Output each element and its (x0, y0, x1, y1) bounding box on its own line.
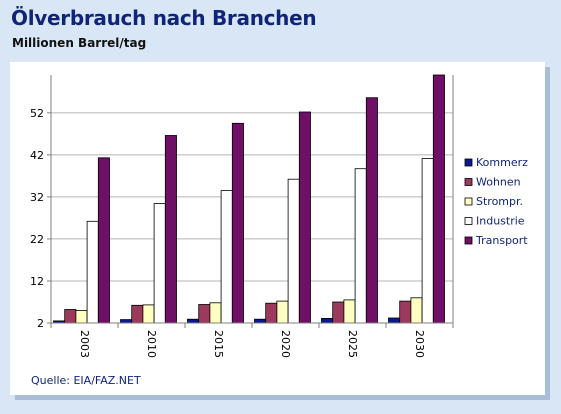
bars (53, 74, 445, 324)
y-tick-label: 22 (30, 233, 44, 246)
bar-kommerz-2030 (388, 317, 401, 324)
legend-swatch (464, 217, 473, 225)
bar-transport-2020 (298, 111, 311, 324)
bar-chart: 2 12 22 32 42 52 2003 2010 2015 2020 2025 2030 Komm… (30, 74, 528, 358)
bar-transport-2003 (97, 157, 110, 324)
source-note: Quelle: EIA/FAZ.NET (31, 374, 141, 387)
bar-wohnen-2025 (332, 301, 345, 324)
bar-transport-2030 (432, 74, 445, 324)
x-tick-label: 2010 (145, 330, 158, 358)
bar-strompr--2015 (209, 302, 222, 324)
bar-transport-2010 (164, 135, 177, 324)
legend-swatch (464, 197, 473, 206)
bar-strompr--2010 (142, 304, 155, 324)
y-tick-label: 52 (30, 107, 44, 120)
bar-strompr--2003 (75, 309, 88, 324)
legend-swatch (464, 236, 473, 245)
bar-kommerz-2010 (120, 319, 133, 324)
bar-industrie-2003 (86, 220, 99, 324)
bar-industrie-2030 (421, 158, 434, 324)
legend-label: Transport (475, 234, 528, 247)
legend-label: Strompr. (476, 195, 523, 208)
legend-label: Wohnen (476, 176, 521, 189)
bar-wohnen-2003 (64, 309, 77, 324)
bar-wohnen-2015 (198, 304, 211, 324)
x-tick-label: 2020 (279, 330, 292, 358)
bar-industrie-2020 (287, 178, 300, 324)
chart-title: Ölverbrauch nach Branchen (11, 6, 317, 30)
bar-strompr--2025 (343, 299, 356, 324)
x-tick-label: 2030 (413, 330, 426, 358)
y-tick-label: 32 (30, 191, 44, 204)
x-tick-label: 2025 (346, 330, 359, 358)
chart-subtitle: Millionen Barrel/tag (12, 36, 147, 50)
bar-kommerz-2020 (254, 318, 267, 324)
y-tick-label: 42 (30, 149, 44, 162)
legend-swatch (464, 178, 473, 186)
bar-strompr--2030 (410, 297, 423, 324)
axes: 2 12 22 32 42 52 2003 2010 2015 2020 2025 2030 (30, 75, 454, 358)
bar-industrie-2015 (220, 190, 233, 324)
legend-label: Industrie (476, 215, 525, 228)
x-tick-label: 2003 (78, 330, 91, 358)
legend: Kommerz Wohnen Strompr. Industrie Transport (464, 156, 528, 247)
bar-transport-2025 (365, 97, 378, 324)
bar-wohnen-2010 (131, 304, 144, 324)
legend-label: Kommerz (476, 156, 528, 169)
bar-transport-2015 (231, 122, 244, 324)
bar-kommerz-2025 (321, 317, 334, 324)
legend-swatch (464, 158, 473, 167)
bar-strompr--2020 (276, 300, 289, 324)
bar-kommerz-2015 (187, 318, 200, 324)
chart-panel: 2 12 22 32 42 52 2003 2010 2015 2020 2025 2030 Komm… (10, 62, 545, 395)
bar-wohnen-2030 (399, 300, 412, 324)
bar-industrie-2010 (153, 203, 166, 324)
x-tick-label: 2015 (212, 330, 225, 358)
bar-industrie-2025 (354, 168, 367, 324)
y-tick-label: 2 (37, 317, 44, 330)
bar-wohnen-2020 (265, 302, 278, 324)
y-tick-label: 12 (30, 275, 44, 288)
grid-lines (51, 112, 453, 282)
